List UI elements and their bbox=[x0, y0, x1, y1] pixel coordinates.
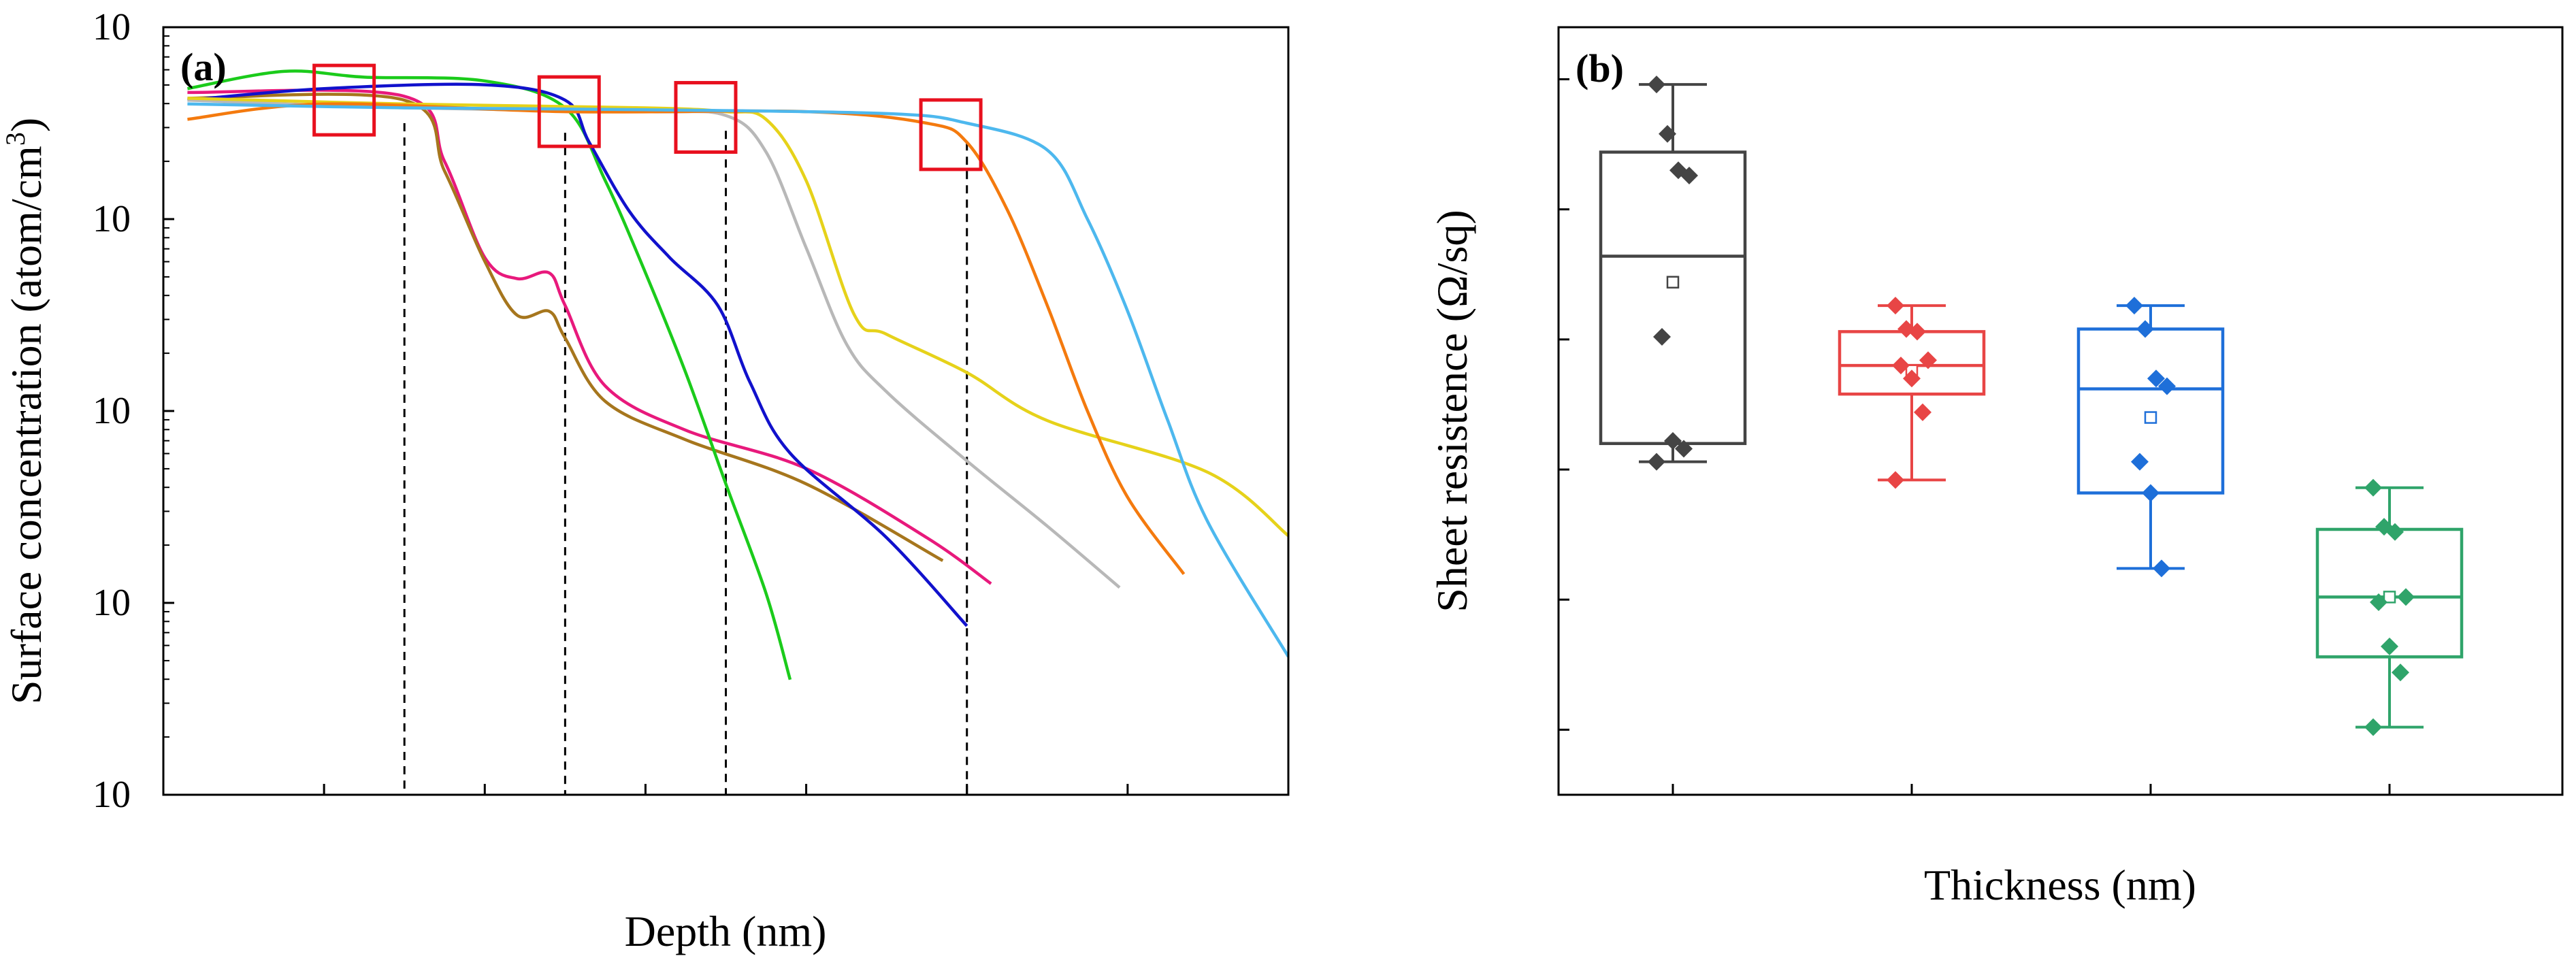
panel-b-box-plot: (b) Thickness (nm) Sheet resistence (Ω/s… bbox=[1428, 26, 2564, 909]
panel-b-y-ticks bbox=[1559, 78, 1569, 731]
data-point bbox=[1648, 76, 1665, 94]
data-point bbox=[1659, 125, 1676, 143]
series-line-magenta bbox=[187, 88, 992, 585]
series-line-green bbox=[187, 69, 792, 680]
data-point bbox=[1887, 297, 1904, 315]
series-line-brown bbox=[187, 93, 944, 562]
series-line-blue bbox=[187, 82, 968, 627]
y-tick-label: 10 bbox=[93, 582, 131, 624]
data-point bbox=[2364, 718, 2382, 736]
y-tick-label: 10 bbox=[93, 198, 131, 240]
highlight-box bbox=[537, 75, 601, 148]
data-point bbox=[2158, 377, 2176, 395]
panel-b-x-ticks bbox=[1672, 784, 2391, 795]
data-point bbox=[2125, 297, 2143, 315]
series-line-orange bbox=[187, 102, 1186, 576]
data-point bbox=[2142, 484, 2159, 502]
mean-marker bbox=[2144, 411, 2157, 424]
panel-a-y-axis-title-close: ) bbox=[2, 118, 50, 132]
highlight-boxes bbox=[312, 63, 983, 171]
data-point bbox=[1664, 431, 1682, 450]
data-point bbox=[1903, 369, 1921, 388]
y-tick-label: 10 bbox=[93, 390, 131, 432]
data-point bbox=[1648, 452, 1665, 471]
panel-b-label: (b) bbox=[1576, 46, 1624, 90]
panel-a-label: (a) bbox=[180, 45, 227, 89]
y-tick-base: 10 bbox=[93, 774, 131, 816]
box-group-50 bbox=[1838, 297, 1986, 489]
panel-a-depth-profile: 10 10 10 10 10 (a) Depth (nm) Surface concen… bbox=[0, 6, 1290, 955]
panel-a-y-ticks: 10 10 10 10 10 bbox=[93, 6, 174, 816]
data-point bbox=[1653, 328, 1671, 346]
box-groups bbox=[1599, 76, 2464, 736]
y-tick-base: 10 bbox=[93, 6, 131, 48]
panel-a-y-axis-title: Surface concentration (atom/cm3) bbox=[0, 118, 50, 704]
iqr-box bbox=[1599, 150, 1747, 446]
mean-marker bbox=[1666, 276, 1680, 289]
data-point bbox=[2397, 588, 2415, 606]
highlight-box bbox=[312, 63, 376, 137]
panel-a-y-axis-title-main: Surface concentration (atom/cm bbox=[2, 146, 50, 704]
panel-b-x-axis-title: Thickness (nm) bbox=[1924, 861, 2196, 909]
series-line-gray bbox=[187, 98, 1121, 589]
y-tick-base: 10 bbox=[93, 390, 131, 432]
data-point bbox=[2381, 638, 2398, 656]
data-point bbox=[2131, 452, 2149, 471]
data-point bbox=[2370, 593, 2387, 612]
data-point bbox=[1680, 166, 1698, 184]
box-group-100 bbox=[2315, 478, 2464, 736]
data-point bbox=[1908, 323, 1926, 341]
y-tick-base: 10 bbox=[93, 198, 131, 240]
iqr-box bbox=[2076, 327, 2225, 495]
panel-a-y-axis-title-sup: 3 bbox=[0, 132, 31, 146]
data-point bbox=[2392, 663, 2409, 682]
panel-a-x-ticks bbox=[162, 784, 1290, 795]
data-point bbox=[2386, 523, 2404, 541]
highlight-box bbox=[674, 81, 738, 154]
data-point bbox=[2153, 559, 2170, 578]
depth-guide-lines bbox=[403, 123, 968, 795]
panel-a-x-axis-title: Depth (nm) bbox=[625, 907, 827, 955]
data-point bbox=[1887, 471, 1904, 489]
series-line-lightblue bbox=[187, 102, 1288, 658]
panel-b-y-axis-title: Sheet resistence (Ω/sq) bbox=[1428, 210, 1476, 612]
data-point bbox=[2364, 478, 2382, 497]
data-point bbox=[1675, 440, 1693, 458]
y-tick-base: 10 bbox=[93, 582, 131, 624]
y-tick-label: 10 bbox=[93, 774, 131, 816]
panel-b-frame bbox=[1557, 26, 2564, 796]
concentration-series bbox=[187, 69, 1288, 680]
box-group-30 bbox=[1599, 76, 1747, 471]
mean-marker bbox=[2383, 591, 2396, 604]
series-line-yellow bbox=[187, 97, 1288, 538]
box-group-70 bbox=[2076, 297, 2225, 578]
highlight-box bbox=[919, 98, 983, 171]
data-point bbox=[1919, 351, 1937, 369]
data-point bbox=[1892, 357, 1910, 375]
data-point bbox=[1914, 403, 1931, 421]
y-tick-label: 10 bbox=[93, 6, 131, 48]
data-point bbox=[2136, 320, 2154, 338]
data-point bbox=[2147, 369, 2165, 388]
